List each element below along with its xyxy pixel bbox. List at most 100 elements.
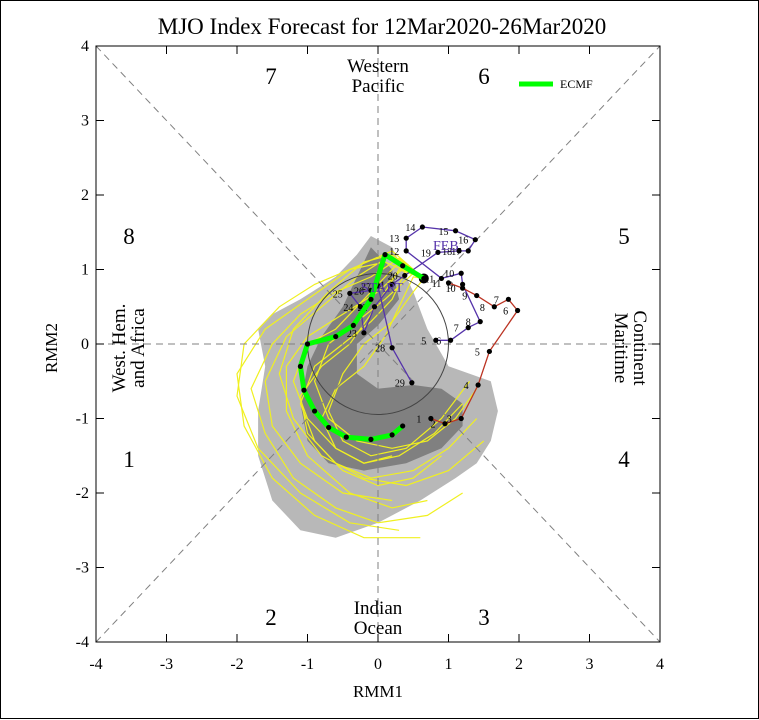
observed-mar-point <box>475 382 481 388</box>
region-label-indian: Indian <box>354 598 403 619</box>
ensemble-member-line <box>285 265 428 509</box>
observed-feb-point <box>357 304 363 310</box>
observed-mar-day-label: 10 <box>446 284 456 295</box>
observed-feb-day-label: 28 <box>375 344 385 355</box>
x-tick-label: 2 <box>515 656 523 673</box>
observed-feb-point <box>465 325 471 331</box>
observed-feb-point <box>403 235 409 241</box>
observed-feb-point <box>409 380 415 386</box>
observed-mar-point <box>458 415 464 422</box>
observed-mar-day-label: 6 <box>503 306 508 317</box>
ensemble-mean-point <box>301 387 307 393</box>
observed-feb-day-label: 5 <box>421 336 426 347</box>
phase-label-4: 4 <box>618 447 630 472</box>
observed-mar-day-label: 1 <box>416 415 421 426</box>
observed-mar-day-label: 7 <box>494 295 499 306</box>
observed-mar-day-label: 9 <box>462 292 467 303</box>
observed-mar-point <box>460 285 466 291</box>
observed-feb-day-label: 29 <box>395 379 405 390</box>
region-label-west-hem: West. Hem. <box>109 304 130 393</box>
ensemble-mean-point <box>343 434 349 440</box>
region-label-pacific: Pacific <box>352 76 405 97</box>
observed-feb-point <box>389 345 395 351</box>
x-tick-label: -3 <box>160 656 173 673</box>
y-tick-label: 2 <box>81 187 89 204</box>
x-tick-label: 0 <box>374 656 382 673</box>
observed-feb-day-label: 13 <box>389 234 399 245</box>
observed-mar-point <box>514 307 521 314</box>
observed-feb-point <box>477 319 483 325</box>
ensemble-mean-point <box>400 263 406 269</box>
legend: ECMF <box>519 77 593 91</box>
phase-label-6: 6 <box>478 64 490 89</box>
observed-mar-point <box>428 415 434 422</box>
month-label-feb: FEB <box>433 239 459 254</box>
ensemble-mean-point <box>400 423 406 429</box>
observed-mar-day-label: 8 <box>480 303 485 314</box>
observed-trajectory-layer: 5678910111213141516171819202122232425262… <box>333 223 521 431</box>
ensemble-mean-point <box>421 275 427 282</box>
y-tick-label: -2 <box>76 485 89 502</box>
observed-feb-point <box>433 337 439 343</box>
observed-feb-day-label: 11 <box>425 274 435 285</box>
x-tick-labels: -4 -3 -2 -1 0 1 2 3 4 <box>89 656 664 673</box>
observed-feb-point <box>465 248 471 254</box>
x-tick-label: -4 <box>89 656 102 673</box>
ensemble-mean-point <box>326 424 332 431</box>
observed-feb-point <box>438 275 445 282</box>
observed-feb-day-label: 7 <box>454 324 459 335</box>
observed-mar-day-label: 5 <box>475 347 480 358</box>
phase-label-2: 2 <box>265 605 277 630</box>
ensemble-mean-point <box>389 432 395 438</box>
ensemble-mean-point <box>297 363 304 369</box>
observed-feb-point <box>472 237 478 243</box>
observed-feb-day-label: 27 <box>361 282 371 293</box>
observed-feb-day-label: 24 <box>343 303 353 314</box>
y-tick-label: 0 <box>81 336 89 353</box>
observed-feb-day-label: 25 <box>333 289 343 300</box>
region-label-western: Western <box>347 56 409 77</box>
observed-feb-day-label: 20 <box>388 271 398 282</box>
ensemble-mean-point <box>333 333 339 340</box>
observed-mar-day-label: 2 <box>430 420 435 431</box>
region-label-ocean: Ocean <box>354 618 403 639</box>
observed-mar-point <box>442 421 448 427</box>
ensemble-member-line <box>320 276 464 464</box>
observed-feb-point <box>456 248 462 254</box>
y-axis-label: RMM2 <box>42 323 61 373</box>
observed-feb-day-label: 16 <box>458 236 468 247</box>
ensemble-member-line <box>313 272 478 449</box>
ensemble-spread-inner <box>300 247 463 471</box>
y-tick-label: -4 <box>76 634 89 651</box>
y-tick-label: 1 <box>81 262 89 279</box>
observed-feb-point <box>402 272 408 279</box>
ensemble-member-line <box>250 257 463 524</box>
start-label: START <box>361 281 404 296</box>
y-tick-labels: -4 -3 -2 -1 0 1 2 3 4 <box>76 38 89 651</box>
observed-feb-day-label: 14 <box>405 223 415 234</box>
observed-feb-day-label: 6 <box>436 336 441 347</box>
observed-feb-point <box>389 281 395 287</box>
observed-feb-day-label: 12 <box>389 247 399 258</box>
x-tick-label: -1 <box>301 656 314 673</box>
observed-feb-day-label: 8 <box>466 318 471 329</box>
observed-feb-day-label: 18 <box>442 247 452 258</box>
x-axis-label: RMM1 <box>353 682 403 701</box>
ensemble-mean-point <box>382 252 388 258</box>
ensemble-mean-point <box>368 436 374 442</box>
observed-feb-point <box>361 330 367 336</box>
observed-feb-day-label: 19 <box>421 248 431 259</box>
phase-label-8: 8 <box>123 224 135 249</box>
observed-feb-point <box>458 270 464 276</box>
observed-feb-day-label: 26 <box>354 286 364 297</box>
observed-mar-point <box>491 304 497 310</box>
phase-label-1: 1 <box>123 447 135 472</box>
observed-mar-point <box>486 348 492 355</box>
observed-feb-point <box>448 337 454 343</box>
axes-layer <box>95 45 661 643</box>
observed-feb-day-label: 10 <box>444 269 454 280</box>
phase-label-7: 7 <box>265 64 277 89</box>
observed-feb-day-label: 23 <box>347 329 357 340</box>
ensemble-member-line <box>264 253 425 502</box>
